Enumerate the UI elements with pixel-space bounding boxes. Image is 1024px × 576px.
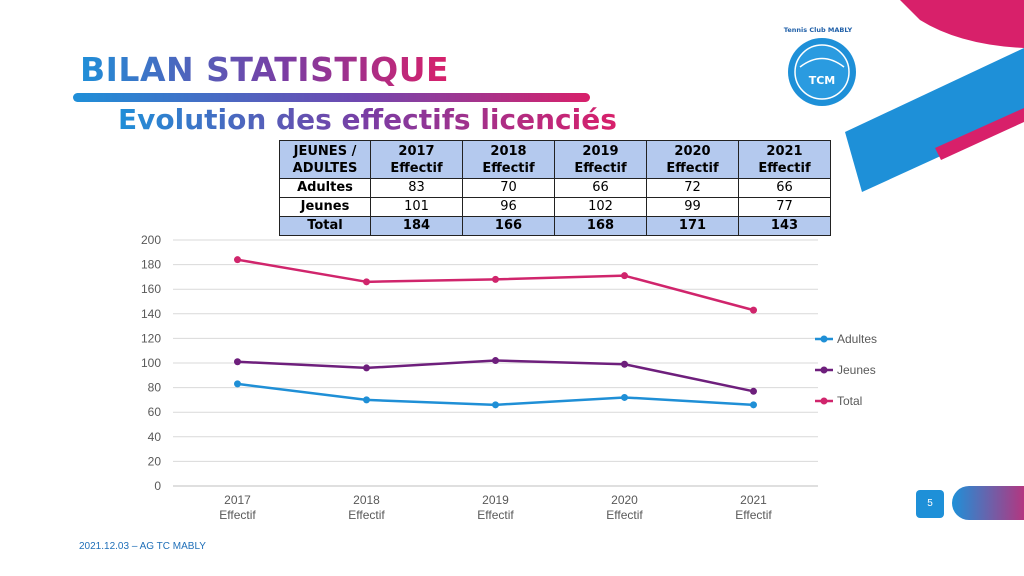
- page-subtitle: Evolution des effectifs licenciés: [118, 103, 617, 136]
- y-tick-label: 20: [148, 454, 162, 468]
- x-tick-label: 2017: [224, 493, 251, 507]
- page-title: BILAN STATISTIQUE: [80, 50, 450, 89]
- y-tick-label: 0: [154, 479, 161, 493]
- effectifs-table: JEUNES / ADULTES 2017 Effectif 2018 Effecti…: [279, 140, 831, 236]
- data-point: [492, 357, 499, 365]
- data-point: [363, 278, 370, 286]
- data-point: [234, 256, 241, 264]
- y-tick-label: 140: [141, 307, 161, 321]
- blue-diagonal-band: [845, 48, 1024, 192]
- legend-label: Jeunes: [837, 363, 876, 377]
- y-tick-label: 100: [141, 356, 161, 370]
- logo-club-name: Tennis Club MABLY: [784, 26, 853, 34]
- table-cell: 83: [370, 178, 463, 198]
- data-point: [363, 396, 370, 404]
- x-tick-label: 2018: [353, 493, 380, 507]
- y-tick-label: 180: [141, 258, 161, 272]
- data-point: [621, 360, 628, 368]
- series-line-jeunes: [237, 359, 754, 393]
- data-point: [750, 387, 757, 395]
- y-tick-label: 80: [148, 381, 162, 395]
- table-column-header: 2021 Effectif: [738, 140, 831, 179]
- x-tick-label: Effectif: [219, 508, 256, 522]
- y-tick-label: 40: [148, 430, 162, 444]
- legend-marker: [820, 335, 828, 343]
- x-tick-label: 2020: [611, 493, 638, 507]
- x-tick-label: Effectif: [606, 508, 643, 522]
- table-cell: 101: [370, 197, 463, 217]
- x-tick-label: 2021: [740, 493, 767, 507]
- y-tick-label: 200: [141, 233, 161, 247]
- table-row: Adultes 83 70 66 72 66: [279, 178, 831, 198]
- legend-marker: [820, 366, 828, 374]
- table-row-total: Total 184 166 168 171 143: [279, 216, 831, 236]
- table-cell: 171: [646, 216, 739, 236]
- x-tick-label: Effectif: [735, 508, 772, 522]
- x-tick-label: Effectif: [348, 508, 385, 522]
- title-underline-bar: [73, 93, 590, 102]
- data-point: [492, 401, 499, 409]
- table-row: Jeunes 101 96 102 99 77: [279, 197, 831, 217]
- pink-corner-shape: [900, 0, 1024, 48]
- table-cell: 143: [738, 216, 831, 236]
- y-tick-label: 160: [141, 282, 161, 296]
- table-column-header: 2017 Effectif: [370, 140, 463, 179]
- y-tick-label: 120: [141, 331, 161, 345]
- data-point: [750, 306, 757, 314]
- legend-marker: [820, 397, 828, 405]
- data-point: [234, 358, 241, 366]
- bottom-right-bar: [952, 486, 1024, 520]
- data-point: [234, 380, 241, 388]
- pink-diagonal-band: [935, 108, 1024, 160]
- table-cell: 166: [462, 216, 555, 236]
- legend-label: Total: [837, 394, 862, 408]
- page-number: 5: [916, 490, 944, 518]
- table-cell: 168: [554, 216, 647, 236]
- club-logo: TCM Tennis Club MABLY: [784, 26, 856, 106]
- x-tick-label: 2019: [482, 493, 509, 507]
- logo-initials: TCM: [809, 74, 836, 87]
- x-tick-label: Effectif: [477, 508, 514, 522]
- data-point: [492, 275, 499, 283]
- table-column-header: 2019 Effectif: [554, 140, 647, 179]
- legend-label: Adultes: [837, 332, 877, 346]
- footer-text: 2021.12.03 – AG TC MABLY: [79, 541, 206, 552]
- data-point: [621, 272, 628, 280]
- data-point: [363, 364, 370, 372]
- table-row-label: Total: [279, 216, 371, 236]
- data-point: [750, 401, 757, 409]
- series-line-total: [237, 258, 754, 312]
- table-cell: 77: [738, 197, 831, 217]
- y-tick-label: 60: [148, 405, 162, 419]
- table-column-header: 2020 Effectif: [646, 140, 739, 179]
- table-column-header: 2018 Effectif: [462, 140, 555, 179]
- data-point: [621, 393, 628, 401]
- table-cell: 184: [370, 216, 463, 236]
